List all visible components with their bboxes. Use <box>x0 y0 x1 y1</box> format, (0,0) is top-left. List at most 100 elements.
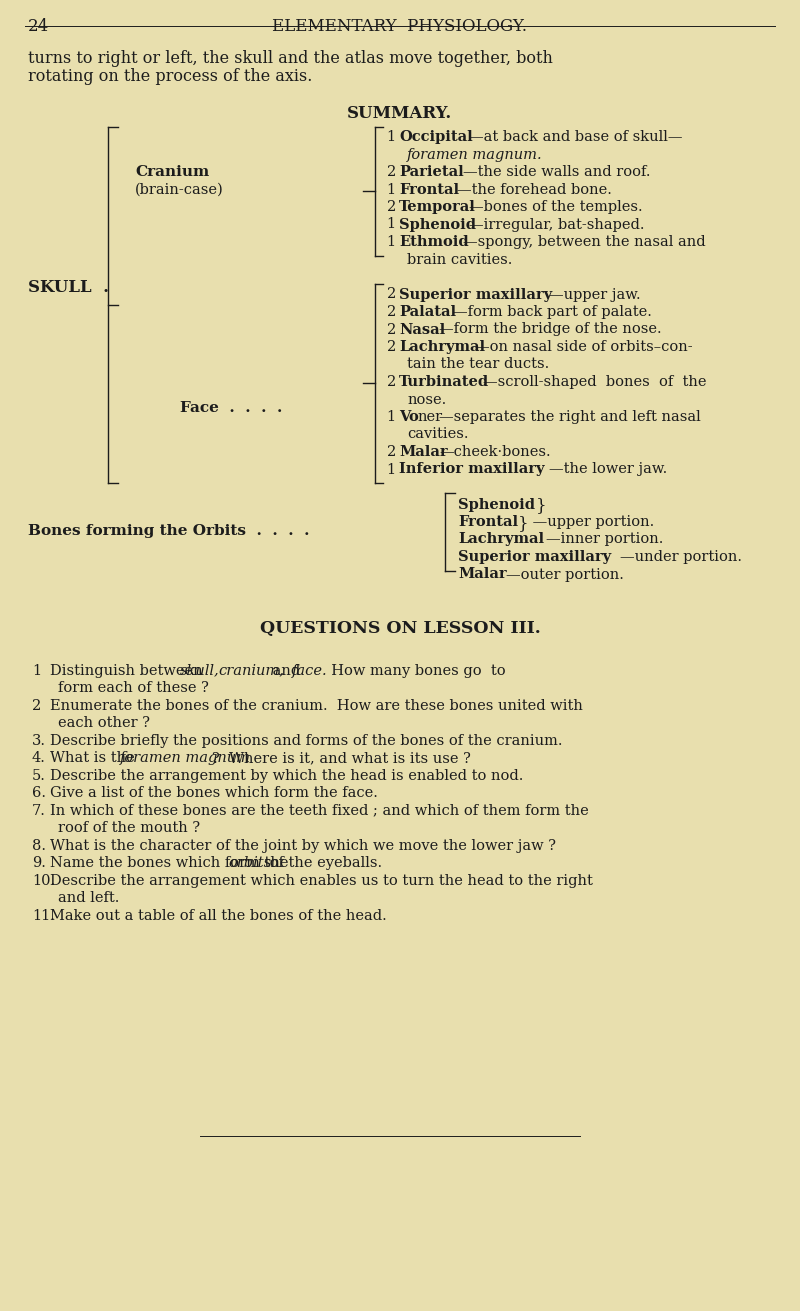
Text: In which of these bones are the teeth fixed ; and which of them form the: In which of these bones are the teeth fi… <box>50 804 589 818</box>
Text: 1: 1 <box>387 410 401 423</box>
Text: 2: 2 <box>387 444 401 459</box>
Text: SUMMARY.: SUMMARY. <box>347 105 453 122</box>
Text: roof of the mouth ?: roof of the mouth ? <box>58 821 200 835</box>
Text: 2: 2 <box>32 699 42 713</box>
Text: Sphenoid: Sphenoid <box>458 497 535 511</box>
Text: 7.: 7. <box>32 804 46 818</box>
Text: turns to right or left, the skull and the atlas move together, both: turns to right or left, the skull and th… <box>28 50 553 67</box>
Text: —at back and base of skull—: —at back and base of skull— <box>469 130 682 144</box>
Text: form each of these ?: form each of these ? <box>58 682 209 695</box>
Text: Ethmoid: Ethmoid <box>399 235 469 249</box>
Text: 2: 2 <box>387 323 401 337</box>
Text: —on nasal side of orbits–con-: —on nasal side of orbits–con- <box>475 340 693 354</box>
Text: Frontal: Frontal <box>399 182 459 197</box>
Text: Describe the arrangement by which the head is enabled to nod.: Describe the arrangement by which the he… <box>50 768 523 783</box>
Text: cavities.: cavities. <box>407 427 469 442</box>
Text: —form back part of palate.: —form back part of palate. <box>453 305 652 319</box>
Text: —inner portion.: —inner portion. <box>546 532 663 547</box>
Text: 2: 2 <box>387 375 401 389</box>
Text: nose.: nose. <box>407 392 446 406</box>
Text: 2: 2 <box>387 201 401 214</box>
Text: 2: 2 <box>387 340 401 354</box>
Text: Temporal: Temporal <box>399 201 476 214</box>
Text: —irregular, bat-shaped.: —irregular, bat-shaped. <box>469 218 645 232</box>
Text: —separates the right and left nasal: —separates the right and left nasal <box>439 410 701 423</box>
Text: ner: ner <box>417 410 442 423</box>
Text: Face  .  .  .  .: Face . . . . <box>180 401 282 416</box>
Text: 1: 1 <box>32 663 41 678</box>
Text: What is the character of the joint by which we move the lower jaw ?: What is the character of the joint by wh… <box>50 839 556 852</box>
Text: and left.: and left. <box>58 891 119 906</box>
Text: foramen magnum: foramen magnum <box>120 751 251 766</box>
Text: face.: face. <box>292 663 328 678</box>
Text: —cheek·bones.: —cheek·bones. <box>439 444 550 459</box>
Text: 3.: 3. <box>32 734 46 747</box>
Text: Give a list of the bones which form the face.: Give a list of the bones which form the … <box>50 787 378 800</box>
Text: Bones forming the Orbits  .  .  .  .: Bones forming the Orbits . . . . <box>28 524 310 538</box>
Text: Describe the arrangement which enables us to turn the head to the right: Describe the arrangement which enables u… <box>50 873 593 888</box>
Text: —upper jaw.: —upper jaw. <box>549 287 641 302</box>
Text: —form the bridge of the nose.: —form the bridge of the nose. <box>439 323 662 337</box>
Text: 8.: 8. <box>32 839 46 852</box>
Text: —spongy, between the nasal and: —spongy, between the nasal and <box>463 235 706 249</box>
Text: —the forehead bone.: —the forehead bone. <box>457 182 612 197</box>
Text: rotating on the process of the axis.: rotating on the process of the axis. <box>28 68 312 85</box>
Text: —scroll-shaped  bones  of  the: —scroll-shaped bones of the <box>483 375 706 389</box>
Text: Enumerate the bones of the cranium.  How are these bones united with: Enumerate the bones of the cranium. How … <box>50 699 583 713</box>
Text: foramen magnum.: foramen magnum. <box>407 148 542 161</box>
Text: 5.: 5. <box>32 768 46 783</box>
Text: SKULL  .: SKULL . <box>28 279 109 296</box>
Text: orbits: orbits <box>228 856 271 871</box>
Text: 2: 2 <box>387 287 401 302</box>
Text: Inferior maxillary: Inferior maxillary <box>399 463 545 476</box>
Text: Cranium: Cranium <box>135 165 210 180</box>
Text: 6.: 6. <box>32 787 46 800</box>
Text: 10.: 10. <box>32 873 55 888</box>
Text: Nasal: Nasal <box>399 323 446 337</box>
Text: QUESTIONS ON LESSON III.: QUESTIONS ON LESSON III. <box>260 620 540 637</box>
Text: 1: 1 <box>387 218 401 232</box>
Text: Name the bones which form the: Name the bones which form the <box>50 856 293 871</box>
Text: Sphenoid: Sphenoid <box>399 218 476 232</box>
Text: (brain-case): (brain-case) <box>135 182 224 197</box>
Text: skull,: skull, <box>180 663 220 678</box>
Text: 24: 24 <box>28 18 50 35</box>
Text: Frontal: Frontal <box>458 515 518 530</box>
Text: Turbinated: Turbinated <box>399 375 489 389</box>
Text: Vo: Vo <box>399 410 418 423</box>
Text: 9.: 9. <box>32 856 46 871</box>
Text: brain cavities.: brain cavities. <box>407 253 512 266</box>
Text: ELEMENTARY  PHYSIOLOGY.: ELEMENTARY PHYSIOLOGY. <box>273 18 527 35</box>
Text: —outer portion.: —outer portion. <box>506 568 624 582</box>
Text: ?  Where is it, and what is its use ?: ? Where is it, and what is its use ? <box>212 751 471 766</box>
Text: }: } <box>518 515 529 532</box>
Text: Parietal: Parietal <box>399 165 464 180</box>
Text: Make out a table of all the bones of the head.: Make out a table of all the bones of the… <box>50 909 386 923</box>
Text: Lachrymal: Lachrymal <box>399 340 485 354</box>
Text: —under portion.: —under portion. <box>620 551 742 564</box>
Text: How many bones go  to: How many bones go to <box>322 663 506 678</box>
Text: Malar: Malar <box>399 444 448 459</box>
Text: Occipital: Occipital <box>399 130 473 144</box>
Text: of the eyeballs.: of the eyeballs. <box>265 856 382 871</box>
Text: —the lower jaw.: —the lower jaw. <box>549 463 667 476</box>
Text: 4.: 4. <box>32 751 46 766</box>
Text: tain the tear ducts.: tain the tear ducts. <box>407 358 550 371</box>
Text: Describe briefly the positions and forms of the bones of the cranium.: Describe briefly the positions and forms… <box>50 734 562 747</box>
Text: —upper portion.: —upper portion. <box>528 515 654 530</box>
Text: }: } <box>536 497 546 514</box>
Text: 1: 1 <box>387 235 401 249</box>
Text: 2: 2 <box>387 305 401 319</box>
Text: cranium,: cranium, <box>218 663 284 678</box>
Text: each other ?: each other ? <box>58 716 150 730</box>
Text: Palatal: Palatal <box>399 305 456 319</box>
Text: Superior maxillary: Superior maxillary <box>399 287 552 302</box>
Text: —bones of the temples.: —bones of the temples. <box>469 201 642 214</box>
Text: 1: 1 <box>387 182 401 197</box>
Text: —the side walls and roof.: —the side walls and roof. <box>463 165 650 180</box>
Text: 1: 1 <box>387 463 401 476</box>
Text: Lachrymal: Lachrymal <box>458 532 544 547</box>
Text: Malar: Malar <box>458 568 506 582</box>
Text: 11.: 11. <box>32 909 55 923</box>
Text: What is the: What is the <box>50 751 139 766</box>
